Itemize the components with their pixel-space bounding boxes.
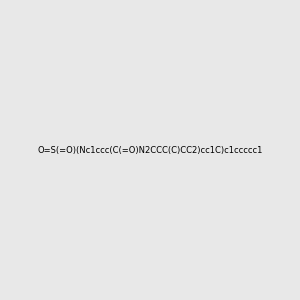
Text: O=S(=O)(Nc1ccc(C(=O)N2CCC(C)CC2)cc1C)c1ccccc1: O=S(=O)(Nc1ccc(C(=O)N2CCC(C)CC2)cc1C)c1c… (37, 146, 263, 154)
